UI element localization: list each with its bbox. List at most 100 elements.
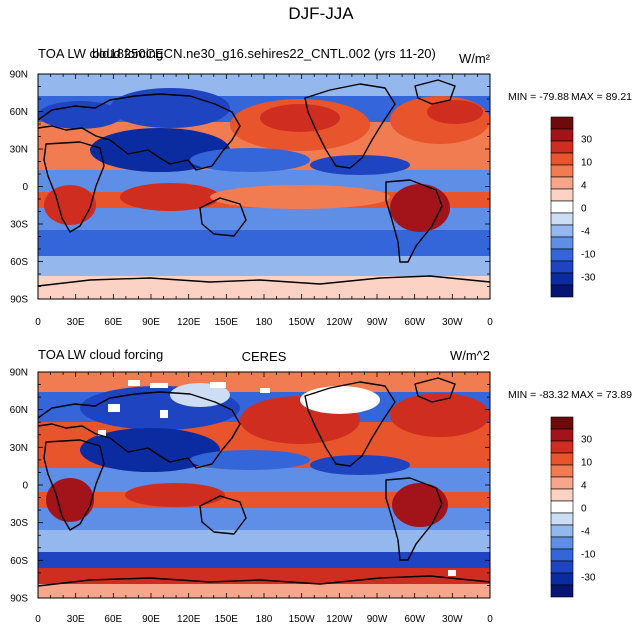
panel-2-coastlines: [38, 377, 490, 587]
field-blob: [310, 155, 410, 175]
colorbar-swatch: [550, 428, 574, 442]
field-blob: [390, 393, 490, 437]
colorbar-swatch: [550, 260, 574, 274]
colorbar-swatch: [550, 164, 574, 178]
panel-2-cb-label-30: 30: [581, 435, 593, 446]
colorbar-swatch: [550, 200, 574, 214]
panel-1-xtick-150e: 150E: [215, 317, 239, 328]
field-blob: [190, 450, 310, 470]
missing-data-patch: [108, 404, 120, 412]
panel-1-ytick-60s: 60S: [10, 257, 28, 268]
panel-2-units: W/m^2: [450, 348, 490, 363]
panel-1-xtick-150w: 150W: [289, 317, 316, 328]
colorbar-swatch: [550, 512, 574, 526]
missing-data-patch: [260, 388, 270, 393]
missing-data-patch: [160, 410, 168, 418]
field-blob: [300, 386, 380, 414]
panel-1-cb-label-0: 0: [581, 204, 587, 215]
coastline-antarctica: [38, 575, 490, 587]
panel-2-cb-label-neg4: -4: [581, 527, 590, 538]
colorbar-swatch: [550, 476, 574, 490]
panel-2-xtick-90e: 90E: [142, 614, 160, 625]
panel-ceres: TOA LW cloud forcing CERES W/m^2: [10, 347, 633, 625]
panel-1-field: [38, 74, 490, 299]
panel-2-colorbar: [550, 416, 574, 598]
panel-2-xtick-30e: 30E: [67, 614, 85, 625]
panel-2-xtick-60e: 60E: [104, 614, 122, 625]
colorbar-swatch: [550, 176, 574, 190]
panel-2-cb-label-0: 0: [581, 504, 587, 515]
panel-1-ytick-90n: 90N: [10, 70, 28, 81]
coastline-south-america: [385, 477, 443, 561]
panel-1-min: MIN = -79.88: [508, 91, 569, 103]
colorbar-swatch: [550, 212, 574, 226]
coastline-australia: [199, 197, 247, 237]
panel-1-xtick-120w: 120W: [326, 317, 353, 328]
field-blob: [392, 483, 448, 527]
coastline-eurasia: [38, 391, 241, 469]
missing-data-patch: [210, 382, 226, 388]
coastline-africa: [43, 439, 105, 531]
panel-1-xtick-30e: 30E: [67, 317, 85, 328]
coastline-south-america: [385, 179, 443, 263]
panel-1-xtick-180: 180: [256, 317, 273, 328]
panel-model: TOA LW cloud forcing bld18250CECN.ne30_g…: [10, 46, 633, 328]
panel-1-max: MAX = 89.21: [571, 91, 632, 103]
colorbar-swatch: [550, 536, 574, 550]
field-blob: [110, 88, 230, 128]
colorbar-swatch: [550, 572, 574, 586]
panel-2-left-title: TOA LW cloud forcing: [38, 347, 163, 362]
panel-2-field: [38, 372, 490, 598]
colorbar-swatch: [550, 128, 574, 142]
panel-2-xtick-60w: 60W: [404, 614, 425, 625]
colorbar-swatch: [550, 440, 574, 454]
panel-2-xtick-0: 0: [35, 614, 41, 625]
panel-1-center-title: bld18250CECN.ne30_g16.sehires22_CNTL.002…: [92, 46, 436, 61]
field-blob: [427, 100, 483, 124]
colorbar-swatch: [550, 116, 574, 130]
panel-2-xtick-120w: 120W: [326, 614, 353, 625]
field-band: [38, 208, 490, 230]
colorbar-swatch: [550, 140, 574, 154]
colorbar-swatch: [550, 416, 574, 430]
colorbar-swatch: [550, 452, 574, 466]
coastline-australia: [199, 495, 247, 535]
coastline-antarctica: [38, 275, 490, 287]
field-blob: [44, 185, 96, 225]
panel-1-xtick-90w: 90W: [367, 317, 388, 328]
colorbar-swatch: [550, 248, 574, 262]
panel-1-xtick-0-end: 0: [487, 317, 493, 328]
panel-2-cb-label-neg30: -30: [581, 573, 596, 584]
panel-1-xtick-60w: 60W: [404, 317, 425, 328]
panel-2-ytick-60n: 60N: [10, 405, 28, 416]
panel-2-xtick-0-end: 0: [487, 614, 493, 625]
field-blob: [46, 478, 94, 522]
panel-1-cb-label-10: 10: [581, 158, 593, 169]
panel-2-ytick-30n: 30N: [10, 443, 28, 454]
panel-2-xtick-180: 180: [256, 614, 273, 625]
missing-data-patch: [98, 430, 106, 436]
field-band: [38, 508, 490, 530]
panel-2-xtick-150e: 150E: [215, 614, 239, 625]
coastline-greenland: [414, 79, 456, 105]
colorbar-swatch: [550, 548, 574, 562]
panel-2-ytick-30s: 30S: [10, 518, 28, 529]
colorbar-swatch: [550, 188, 574, 202]
panel-1-cb-label-neg30: -30: [581, 273, 596, 284]
colorbar-swatch: [550, 500, 574, 514]
coastline-africa: [43, 141, 105, 233]
coastline-eurasia: [38, 93, 241, 171]
panel-1-cb-label-4: 4: [581, 181, 587, 192]
field-band: [38, 276, 490, 299]
panel-2-cb-label-10: 10: [581, 458, 593, 469]
field-blob: [170, 383, 230, 407]
field-band: [38, 230, 490, 256]
field-blob: [260, 104, 340, 132]
panel-1-ytick-30n: 30N: [10, 145, 28, 156]
field-blob: [125, 483, 225, 507]
colorbar-swatch: [550, 524, 574, 538]
panel-2-cb-label-4: 4: [581, 481, 587, 492]
panel-1-xtick-120e: 120E: [177, 317, 201, 328]
field-band: [38, 568, 490, 584]
panel-1-ytick-0: 0: [22, 182, 28, 193]
